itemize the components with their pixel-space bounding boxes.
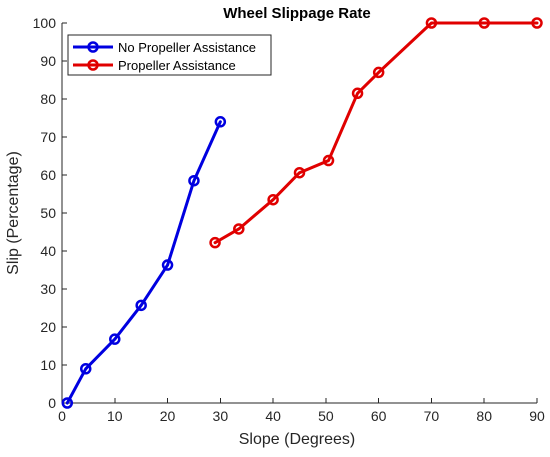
x-tick-label: 30 [213, 408, 229, 424]
x-tick-label: 60 [371, 408, 387, 424]
y-tick-label: 30 [40, 281, 56, 297]
data-point [209, 236, 221, 249]
x-tick-label: 50 [318, 408, 334, 424]
x-tick-label: 40 [265, 408, 281, 424]
data-point [161, 259, 174, 271]
data-point [351, 87, 364, 100]
legend-marker-swatch [87, 41, 99, 53]
series-line [213, 21, 539, 245]
series-2 [209, 17, 543, 249]
chart-title: Wheel Slippage Rate [223, 5, 371, 22]
y-tick-label: 40 [40, 243, 56, 259]
y-tick-label: 20 [40, 319, 56, 335]
y-tick-label: 100 [33, 15, 57, 31]
data-point [322, 154, 335, 167]
x-tick-label: 70 [424, 408, 440, 424]
y-tick-label: 80 [40, 91, 56, 107]
y-tick-label: 10 [40, 357, 56, 373]
data-point [109, 333, 121, 345]
x-axis-title: Slope (Degrees) [239, 431, 356, 448]
data-point [188, 174, 200, 187]
data-point [61, 397, 74, 409]
series-line [65, 120, 222, 405]
y-tick-label: 70 [40, 129, 56, 145]
data-point [80, 363, 92, 375]
y-tick-label: 90 [40, 53, 56, 69]
x-tick-label: 10 [107, 408, 123, 424]
legend-marker-swatch [87, 59, 99, 71]
data-point [372, 66, 385, 79]
x-tick-label: 90 [529, 408, 545, 424]
data-point [267, 193, 279, 206]
legend-label: No Propeller Assistance [118, 40, 256, 55]
legend-item: No Propeller Assistance [73, 40, 256, 55]
legend-label: Propeller Assistance [118, 58, 236, 73]
data-point [425, 17, 438, 29]
data-point [293, 166, 306, 179]
legend-item: Propeller Assistance [73, 58, 236, 73]
series-1 [61, 116, 227, 409]
plot-series [61, 17, 543, 409]
y-tick-label: 0 [48, 395, 56, 411]
x-tick-label: 80 [476, 408, 492, 424]
data-point [478, 17, 490, 29]
y-tick-label: 60 [40, 167, 56, 183]
data-point [135, 299, 147, 312]
y-axis-title: Slip (Percentage) [5, 151, 22, 275]
x-tick-label: 0 [58, 408, 66, 424]
legend-box [67, 34, 272, 76]
data-point [214, 116, 227, 128]
data-point [233, 223, 245, 235]
y-tick-label: 50 [40, 205, 56, 221]
legend: No Propeller Assistance Propeller Assista… [67, 34, 272, 76]
data-point [531, 17, 543, 29]
axes: 0 10 20 30 40 50 60 70 80 90 0 10 20 30 40 50 60 70 80 90 10… [33, 15, 545, 424]
x-tick-label: 20 [160, 408, 176, 424]
